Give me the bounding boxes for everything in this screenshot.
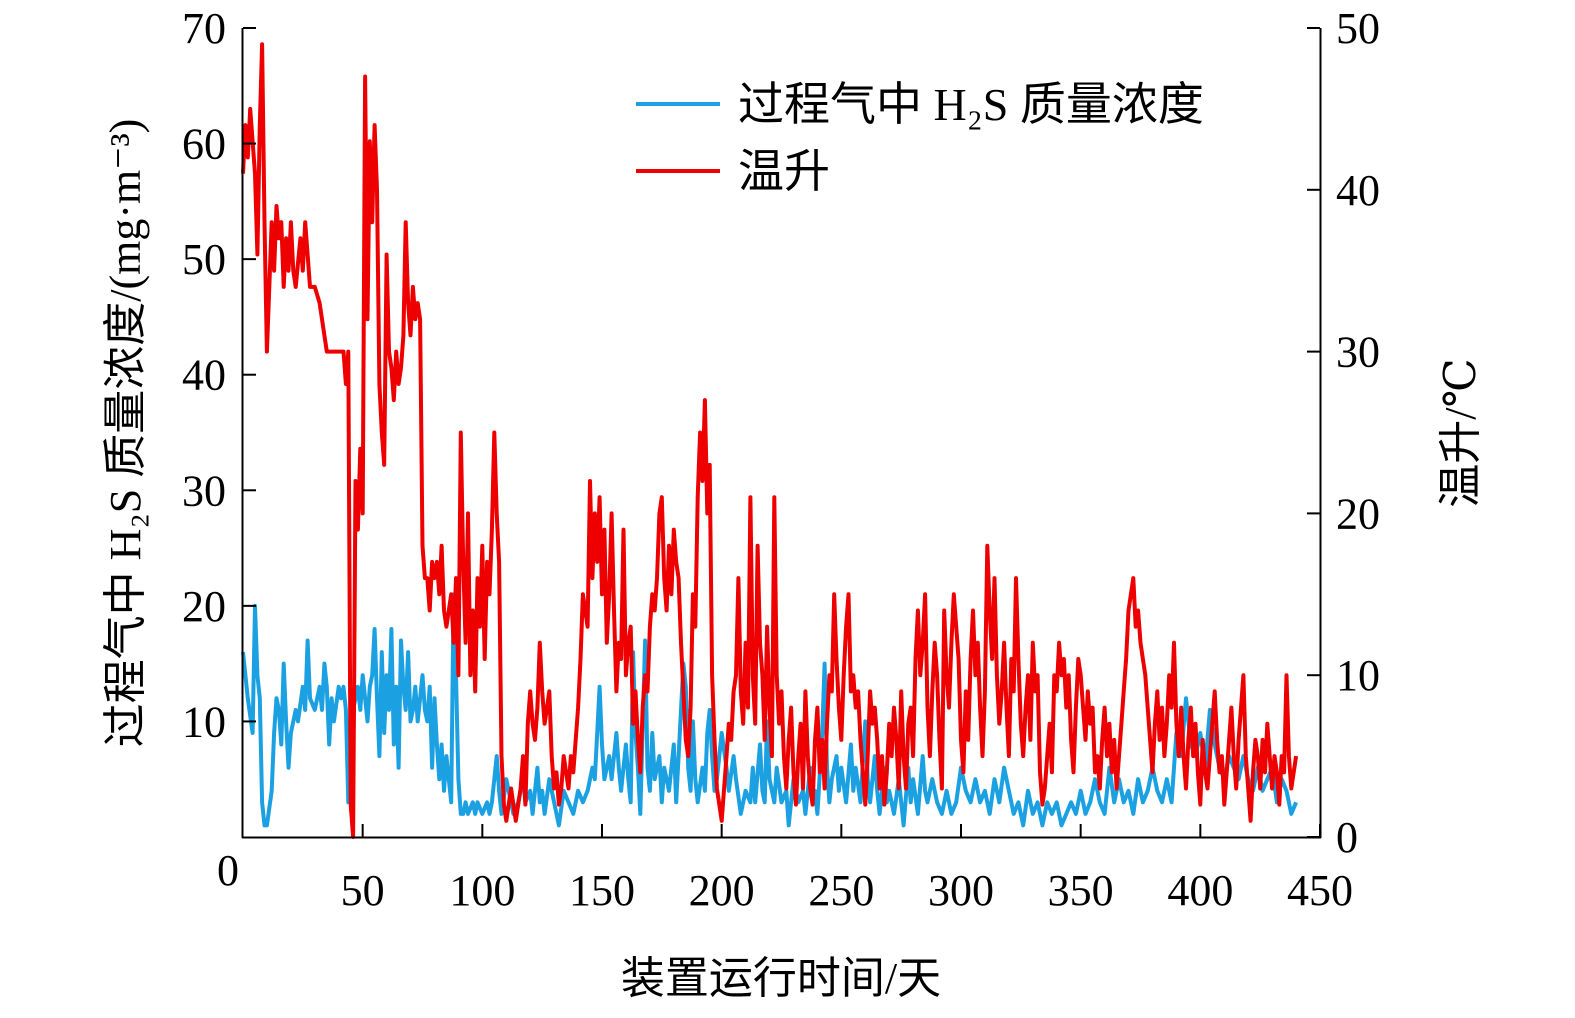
x-tick-label: 0 xyxy=(217,846,239,895)
x-tick-label: 100 xyxy=(449,866,515,915)
x-tick-label: 450 xyxy=(1287,866,1353,915)
x-tick-label: 150 xyxy=(569,866,635,915)
y-right-tick-label: 50 xyxy=(1336,4,1380,53)
legend-label-h2s: 过程气中 H₂S 质量浓度 xyxy=(738,79,1204,130)
y-left-tick-label: 40 xyxy=(182,351,226,400)
h2s-series-group xyxy=(241,592,1298,828)
y-left-tick-label: 30 xyxy=(182,466,226,515)
x-tick-label: 400 xyxy=(1167,866,1233,915)
y-right-tick-label: 20 xyxy=(1336,489,1380,538)
x-axis-label: 装置运行时间/天 xyxy=(621,954,941,1003)
y-left-tick-label: 20 xyxy=(182,582,226,631)
y-left-tick-label: 50 xyxy=(182,235,226,284)
temperature-series-group xyxy=(241,42,1299,839)
temperature-rise-line xyxy=(241,42,1299,839)
y-right-tick-label: 30 xyxy=(1336,328,1380,377)
left-axis-ticks: 10 20 30 40 50 60 70 xyxy=(182,4,256,746)
y-axis-label-left: 过程气中 H₂S 质量浓度/(mg·m⁻³) xyxy=(101,119,150,748)
legend-label-temperature: 温升 xyxy=(738,146,830,197)
y-right-tick-label: 40 xyxy=(1336,166,1380,215)
right-axis-ticks: 0 10 20 30 40 50 xyxy=(1307,4,1380,862)
x-tick-label: 300 xyxy=(928,866,994,915)
y-right-tick-label: 0 xyxy=(1336,813,1358,862)
x-tick-label: 350 xyxy=(1048,866,1114,915)
legend: 过程气中 H₂S 质量浓度 温升 xyxy=(636,79,1204,197)
y-left-tick-label: 70 xyxy=(182,4,226,53)
y-right-tick-label: 10 xyxy=(1336,651,1380,700)
x-tick-label: 200 xyxy=(689,866,755,915)
h2s-concentration-line xyxy=(241,592,1298,828)
x-tick-label: 250 xyxy=(808,866,874,915)
x-axis-ticks: 0 50 100 150 200 250 300 350 400 450 xyxy=(217,824,1353,915)
x-tick-label: 50 xyxy=(341,866,385,915)
y-axis-label-right: 温升/℃ xyxy=(1436,358,1485,507)
y-left-tick-label: 10 xyxy=(182,697,226,746)
y-left-tick-label: 60 xyxy=(182,120,226,169)
